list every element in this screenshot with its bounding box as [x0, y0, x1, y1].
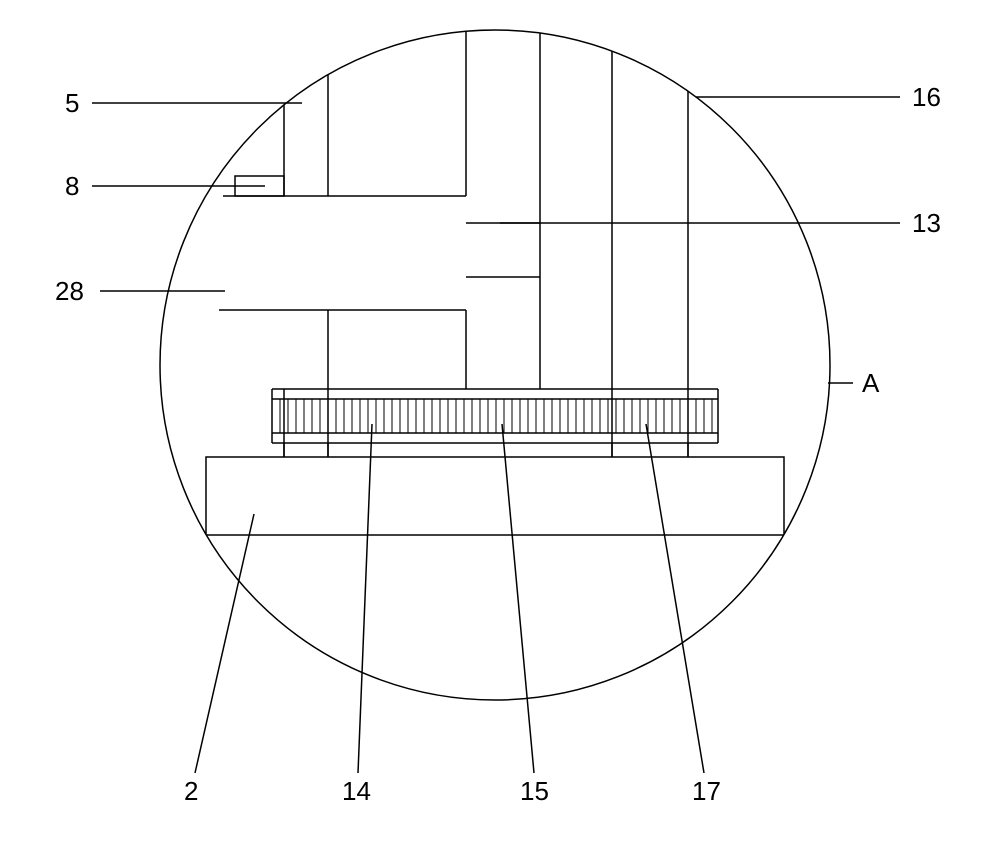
label-2: 2: [184, 776, 198, 806]
diagram-canvas: 2 5 8 13 14 15 16 17 28 A: [0, 0, 1000, 845]
label-17: 17: [692, 776, 721, 806]
label-5: 5: [65, 88, 79, 118]
label-28: 28: [55, 276, 84, 306]
label-14: 14: [342, 776, 371, 806]
label-15: 15: [520, 776, 549, 806]
label-13: 13: [912, 208, 941, 238]
label-8: 8: [65, 171, 79, 201]
label-A: A: [862, 368, 880, 398]
label-16: 16: [912, 82, 941, 112]
